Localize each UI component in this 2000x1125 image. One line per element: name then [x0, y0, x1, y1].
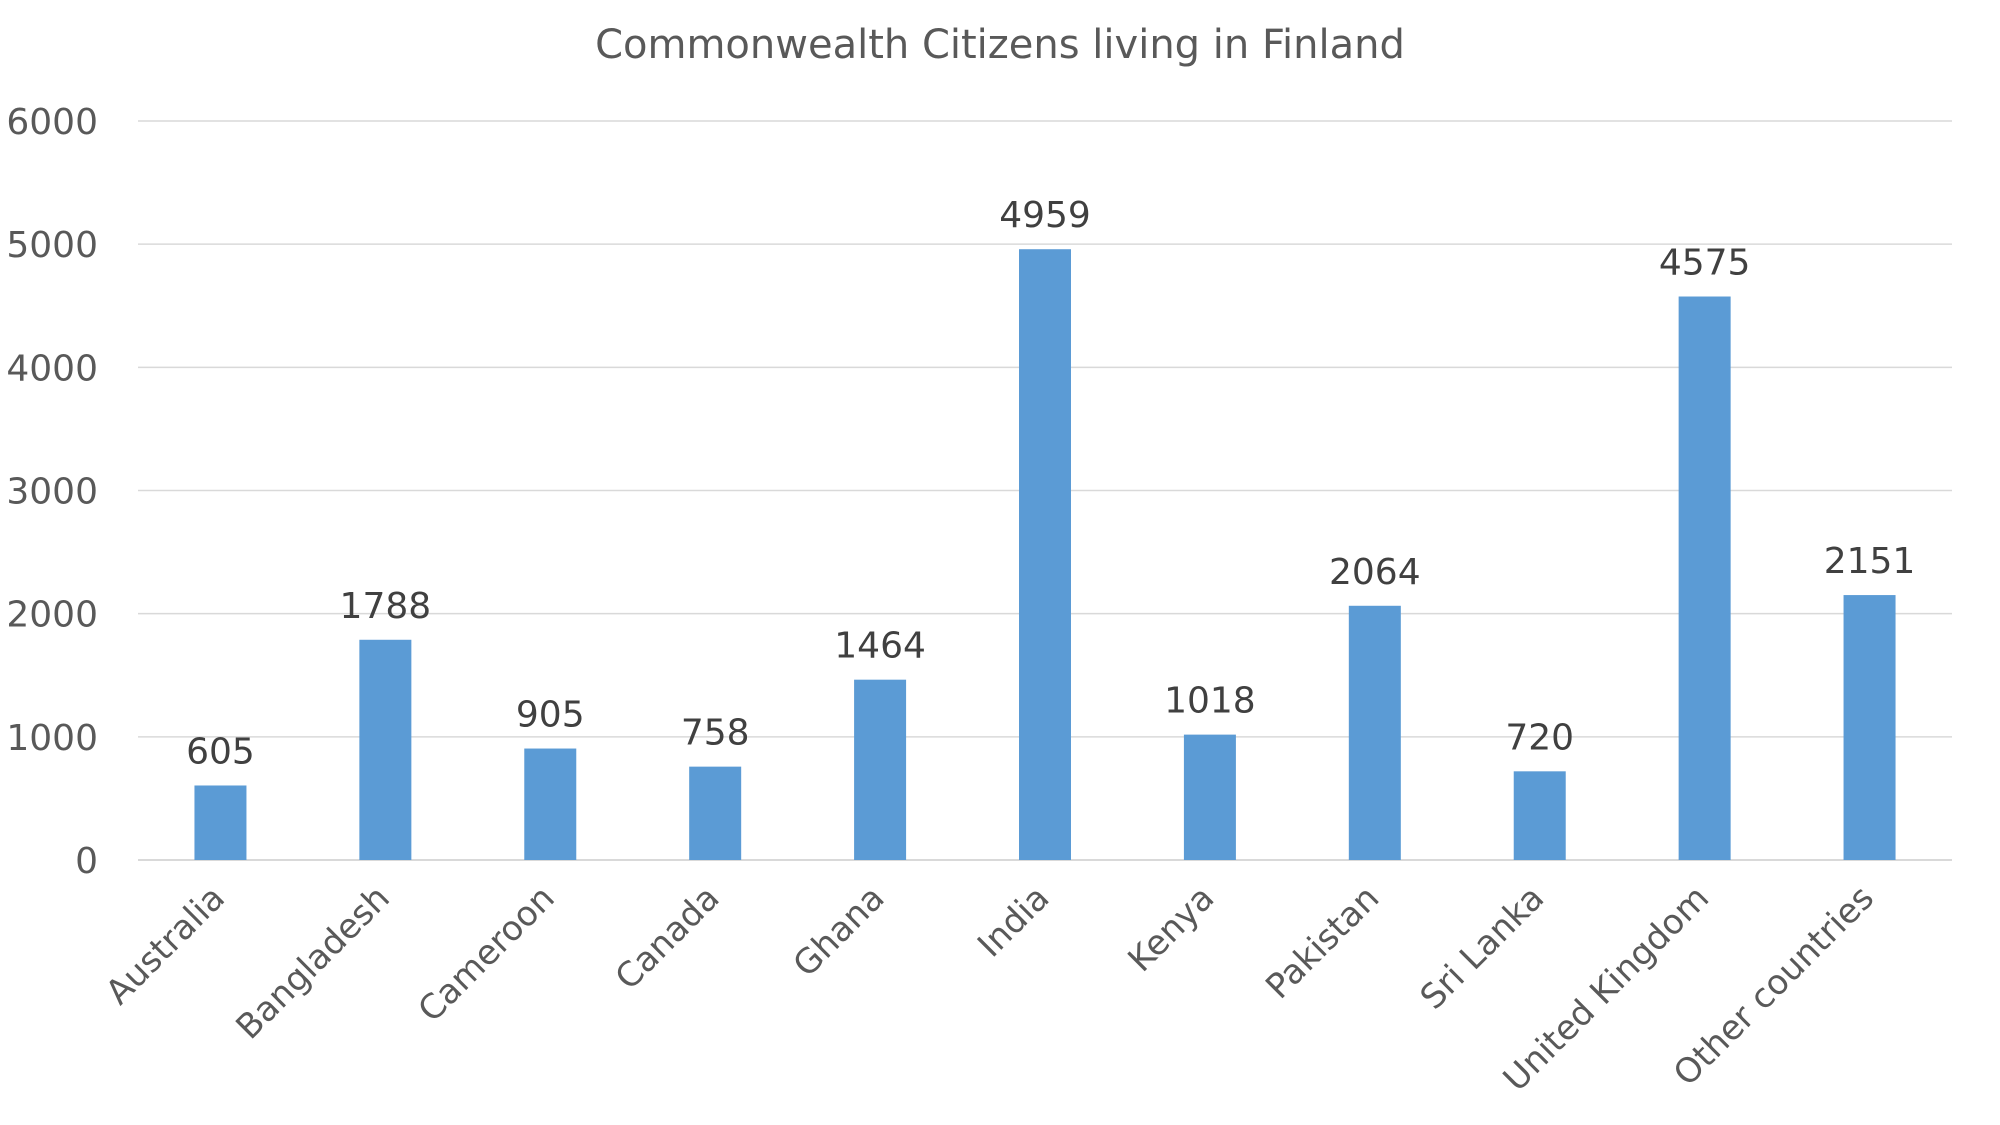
y-tick-label: 6000 [6, 102, 98, 143]
data-label: 1018 [1164, 681, 1256, 722]
x-tick-label: Ghana [786, 878, 893, 985]
x-tick-label: Sri Lanka [1413, 878, 1552, 1017]
y-tick-label: 5000 [6, 225, 98, 266]
x-tick-label: India [970, 878, 1057, 965]
y-tick-label: 4000 [6, 348, 98, 389]
y-tick-label: 1000 [6, 718, 98, 759]
data-label: 1464 [834, 626, 926, 667]
y-tick-label: 2000 [6, 595, 98, 636]
bar [854, 679, 907, 860]
x-tick-label: Bangladesh [228, 878, 397, 1047]
bar [1348, 605, 1401, 860]
y-axis-ticks: 0 1000 2000 3000 4000 5000 6000 [6, 102, 98, 882]
x-tick-label: Pakistan [1258, 878, 1387, 1007]
bar [1678, 296, 1731, 860]
data-label: 1788 [340, 586, 432, 627]
data-label: 905 [516, 695, 585, 736]
data-label: 605 [186, 731, 255, 772]
data-label: 4959 [999, 195, 1091, 236]
data-label: 758 [681, 713, 750, 754]
data-labels: 605 1788 905 758 1464 4959 1018 2064 720 4575 2151 [186, 195, 1915, 772]
bar [689, 766, 742, 860]
x-tick-label: Kenya [1120, 878, 1222, 980]
bar [1183, 734, 1236, 860]
bar [524, 748, 577, 860]
bar [359, 639, 412, 860]
data-label: 2064 [1329, 552, 1421, 593]
bar [1843, 595, 1896, 860]
data-label: 2151 [1824, 541, 1916, 582]
data-label: 4575 [1659, 243, 1751, 284]
data-label: 720 [1505, 717, 1574, 758]
bars [194, 249, 1896, 861]
x-tick-label: Australia [98, 878, 233, 1013]
y-tick-label: 0 [75, 841, 98, 882]
x-tick-label: Cameroon [411, 878, 563, 1030]
bar [194, 785, 247, 860]
y-tick-label: 3000 [6, 472, 98, 513]
bar [1019, 249, 1071, 861]
bar [1513, 771, 1566, 860]
x-tick-label: Canada [608, 878, 728, 998]
chart-title: Commonwealth Citizens living in Finland [595, 22, 1405, 68]
